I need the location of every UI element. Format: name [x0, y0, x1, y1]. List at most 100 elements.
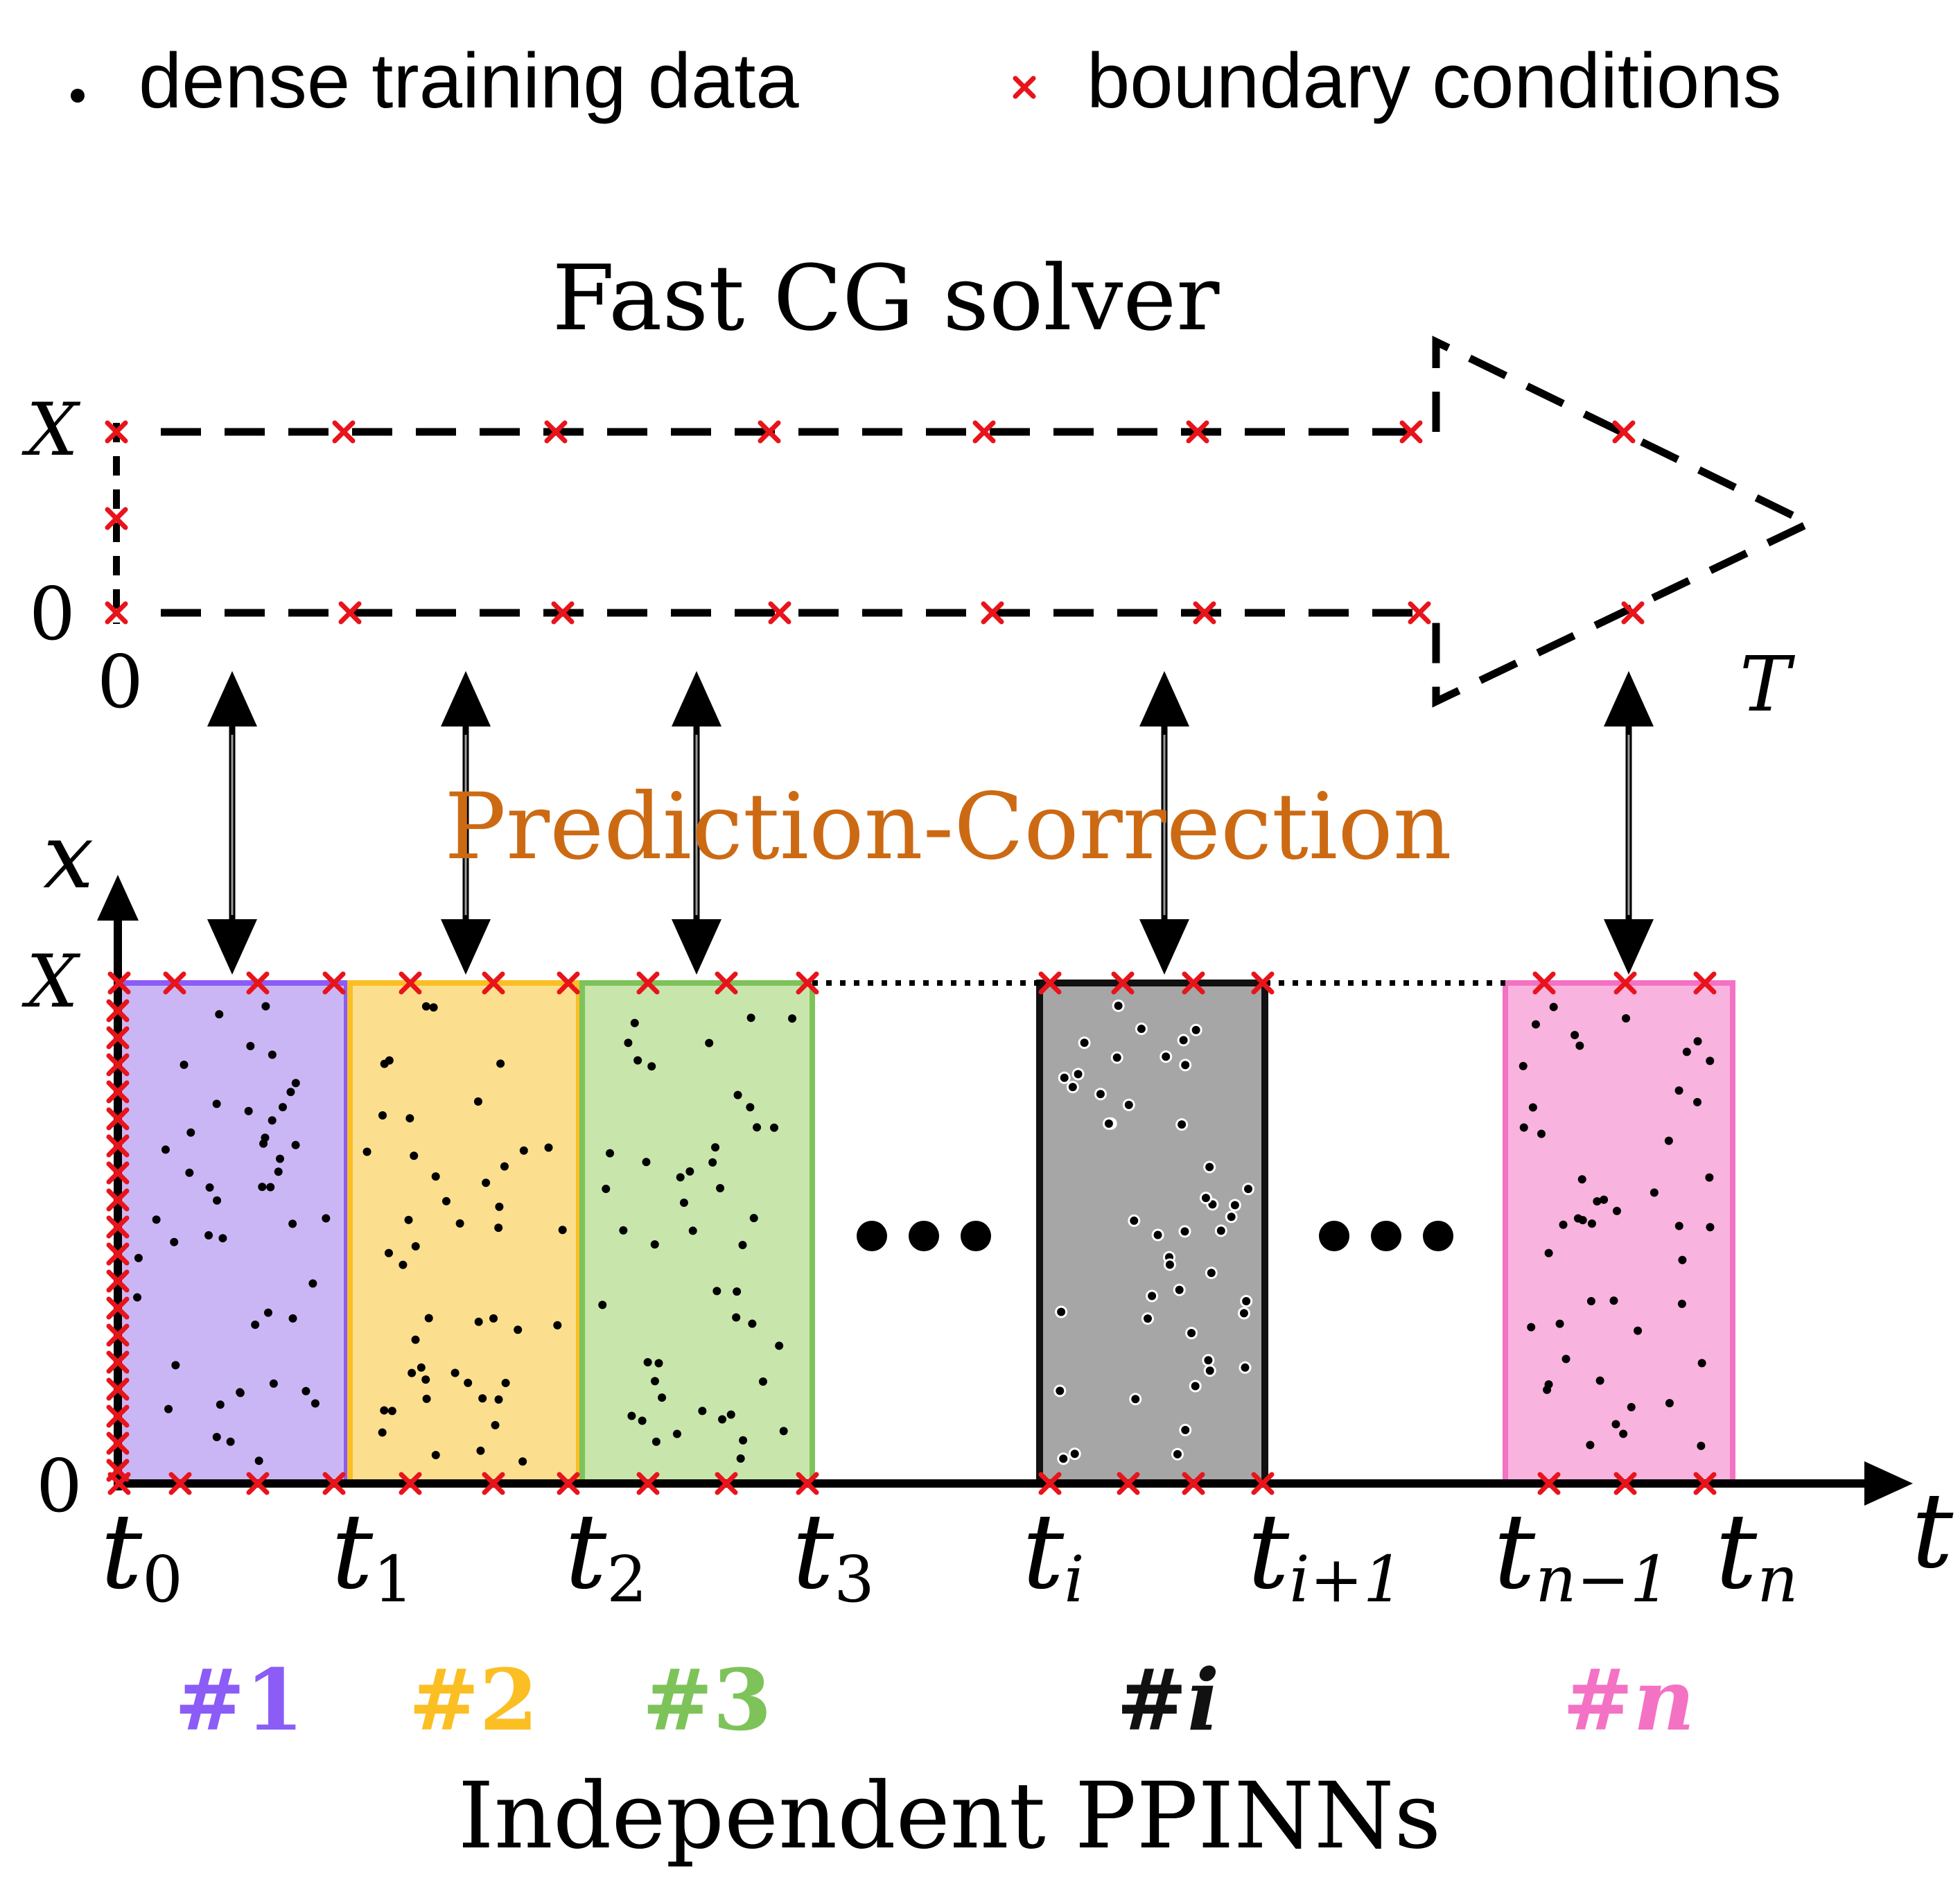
coarse-t-start-label: 0 — [97, 640, 143, 724]
double-arrow — [1604, 671, 1654, 975]
training-dot — [1114, 1001, 1123, 1010]
fine-t-axis-label: t — [1911, 1471, 1954, 1592]
training-dot — [494, 1224, 503, 1233]
training-dot — [1697, 1441, 1706, 1450]
training-dot — [1528, 1103, 1537, 1112]
tick-label-5: ti+1 — [1248, 1492, 1403, 1617]
subdomain-label-1: #1 — [174, 1650, 304, 1750]
training-dot — [619, 1226, 628, 1235]
training-dot — [1112, 1053, 1121, 1062]
training-dot — [1201, 1194, 1210, 1203]
subdomain-rect-3 — [579, 980, 815, 1486]
training-dot — [288, 1314, 297, 1323]
training-dot — [1705, 1173, 1714, 1182]
double-arrow — [441, 671, 491, 975]
training-dot — [171, 1361, 180, 1370]
training-dot — [627, 1411, 636, 1420]
training-dot — [322, 1214, 331, 1223]
training-dot — [672, 1429, 681, 1438]
training-dot — [1555, 1319, 1564, 1328]
training-dot — [1096, 1090, 1105, 1099]
training-dot — [204, 1230, 213, 1239]
training-dot — [236, 1389, 245, 1398]
fine-x-top-label: X — [21, 939, 81, 1024]
training-dot — [1706, 1223, 1715, 1232]
training-dot — [1622, 1013, 1631, 1022]
subdomain-label-3: #3 — [642, 1650, 771, 1750]
training-dot — [624, 1038, 633, 1047]
training-dot — [411, 1242, 420, 1251]
training-dot — [1586, 1441, 1595, 1450]
training-dot — [246, 1041, 255, 1050]
training-dot — [633, 1056, 642, 1065]
training-dot — [643, 1358, 652, 1367]
training-dots — [133, 999, 1715, 1466]
training-dot — [1634, 1326, 1643, 1335]
training-dot — [1239, 1309, 1248, 1318]
subdomain-labels: #1 #2 #3 #i #n — [174, 1650, 1695, 1750]
tick-label-3: t3 — [792, 1492, 875, 1617]
subdomain-label-5: #n — [1563, 1650, 1695, 1750]
subdomain-label-2: #2 — [408, 1650, 538, 1750]
training-dot — [385, 1056, 394, 1065]
training-dot — [258, 1183, 267, 1192]
training-dot — [679, 1199, 688, 1208]
training-dot — [746, 1013, 755, 1022]
fine-x-bottom-label: 0 — [36, 1444, 82, 1529]
training-dot — [431, 1451, 440, 1460]
training-dot — [736, 1454, 745, 1463]
double-arrow — [1139, 671, 1189, 975]
coarse-x-top-label: X — [21, 388, 81, 472]
training-dot — [441, 1196, 450, 1206]
training-dot — [598, 1300, 607, 1309]
training-dot — [1207, 1269, 1216, 1278]
subdomain-rect-2 — [347, 980, 581, 1486]
training-dot — [1181, 1425, 1190, 1434]
training-dot — [387, 1407, 396, 1416]
tick-label-6: tn−1 — [1494, 1492, 1670, 1617]
training-dot — [733, 1287, 742, 1296]
training-dot — [268, 1050, 277, 1059]
training-dot — [688, 1226, 697, 1235]
coarse-bottom-cross — [1410, 604, 1428, 622]
training-dot — [478, 1394, 487, 1403]
training-dot — [753, 1123, 762, 1132]
legend-cross-label: boundary conditions — [1087, 37, 1781, 124]
training-dot — [455, 1219, 464, 1228]
training-dot — [676, 1173, 685, 1182]
training-dot — [218, 1234, 227, 1243]
training-dot — [384, 1248, 393, 1257]
training-dot — [269, 1379, 278, 1388]
training-dot — [718, 1415, 727, 1424]
training-dot — [489, 1314, 498, 1323]
training-dot — [424, 1314, 433, 1323]
training-dot — [254, 1456, 263, 1465]
training-dot — [558, 1226, 567, 1235]
training-dot — [647, 1062, 656, 1071]
training-dot — [301, 1386, 310, 1395]
solver-title: Fast CG solver — [552, 245, 1220, 351]
training-dot — [152, 1215, 161, 1224]
training-dot — [1191, 1382, 1200, 1391]
training-dot — [1178, 1120, 1187, 1129]
training-dot — [739, 1436, 748, 1445]
training-dot — [1587, 1219, 1596, 1228]
training-dot — [494, 1395, 503, 1404]
training-dot — [1537, 1129, 1546, 1138]
training-dot — [500, 1162, 509, 1171]
training-dot — [1216, 1226, 1225, 1235]
training-dot — [1143, 1314, 1152, 1323]
training-dot — [482, 1178, 491, 1187]
training-dot — [1573, 1214, 1582, 1223]
training-dot — [1682, 1047, 1691, 1056]
training-dot — [708, 1158, 717, 1167]
training-dot — [496, 1059, 505, 1068]
training-dot — [422, 1394, 431, 1403]
training-dot — [1162, 1052, 1171, 1061]
legend: dense training data boundary conditions — [71, 37, 1781, 124]
training-dot — [215, 1010, 224, 1019]
training-dot — [216, 1400, 225, 1409]
legend-dot-icon — [71, 89, 85, 103]
training-dot — [274, 1167, 283, 1176]
training-dot — [1674, 1221, 1683, 1230]
